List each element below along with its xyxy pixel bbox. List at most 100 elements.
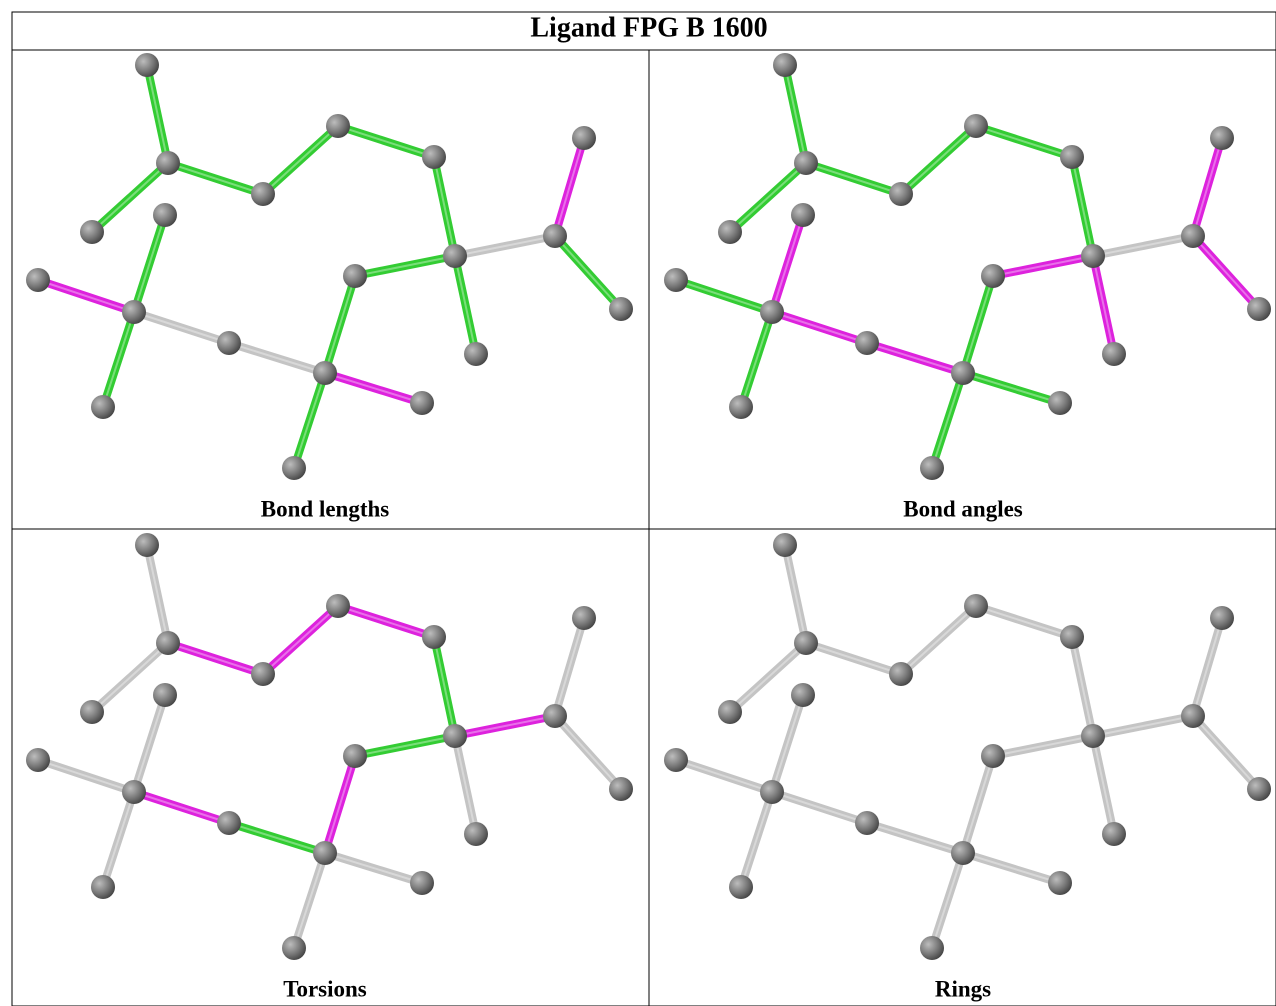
bond-highlight bbox=[38, 760, 134, 792]
bond-highlight bbox=[325, 853, 422, 883]
atom bbox=[543, 704, 567, 728]
atom bbox=[920, 456, 944, 480]
bond-highlight bbox=[901, 606, 976, 674]
atom bbox=[889, 662, 913, 686]
atom bbox=[791, 683, 815, 707]
caption: Bond lengths bbox=[261, 496, 390, 521]
atom bbox=[156, 631, 180, 655]
bond-highlight bbox=[294, 373, 325, 468]
bond-highlight bbox=[294, 853, 325, 948]
atom bbox=[1081, 244, 1105, 268]
bond-highlight bbox=[355, 256, 455, 276]
bond-highlight bbox=[867, 343, 963, 373]
atom bbox=[1048, 391, 1072, 415]
atom bbox=[855, 811, 879, 835]
bond-highlight bbox=[932, 853, 963, 948]
bond-highlight bbox=[901, 126, 976, 194]
bond-highlight bbox=[932, 373, 963, 468]
bond-highlight bbox=[676, 760, 772, 792]
atom bbox=[1060, 625, 1084, 649]
atom bbox=[543, 224, 567, 248]
atom bbox=[920, 936, 944, 960]
bond-highlight bbox=[1193, 716, 1259, 789]
atom bbox=[951, 841, 975, 865]
bond-highlight bbox=[325, 276, 355, 373]
atom bbox=[572, 126, 596, 150]
atom bbox=[91, 875, 115, 899]
atom bbox=[422, 145, 446, 169]
bond-highlight bbox=[338, 606, 434, 637]
bond-highlight bbox=[325, 373, 422, 403]
atom bbox=[156, 151, 180, 175]
atom bbox=[135, 533, 159, 557]
atom bbox=[773, 53, 797, 77]
atom bbox=[791, 203, 815, 227]
atom bbox=[855, 331, 879, 355]
atom bbox=[1060, 145, 1084, 169]
atom bbox=[410, 391, 434, 415]
atom bbox=[964, 114, 988, 138]
caption: Bond angles bbox=[903, 496, 1023, 521]
bond-highlight bbox=[806, 643, 901, 674]
atom bbox=[343, 264, 367, 288]
atom bbox=[343, 744, 367, 768]
bond-highlight bbox=[455, 716, 555, 736]
bond-highlight bbox=[1093, 736, 1114, 834]
atom bbox=[422, 625, 446, 649]
atom bbox=[326, 594, 350, 618]
bond-highlight bbox=[38, 280, 134, 312]
bond-highlight bbox=[134, 695, 165, 792]
bond-highlight bbox=[676, 280, 772, 312]
atom bbox=[718, 220, 742, 244]
atom bbox=[964, 594, 988, 618]
atom bbox=[282, 936, 306, 960]
atom bbox=[282, 456, 306, 480]
atom bbox=[1210, 126, 1234, 150]
caption: Rings bbox=[935, 976, 991, 1001]
atom bbox=[1181, 224, 1205, 248]
bond-highlight bbox=[134, 792, 229, 823]
bond-highlight bbox=[555, 236, 621, 309]
atom bbox=[981, 744, 1005, 768]
bond-highlight bbox=[229, 823, 325, 853]
atom bbox=[981, 264, 1005, 288]
bond-highlight bbox=[1093, 236, 1193, 256]
atom bbox=[1102, 342, 1126, 366]
atom bbox=[153, 203, 177, 227]
atom bbox=[26, 268, 50, 292]
bond-highlight bbox=[434, 637, 455, 736]
page: Ligand FPG B 1600 Bond lengths Bond angl… bbox=[0, 0, 1276, 1006]
atom bbox=[464, 342, 488, 366]
atom bbox=[794, 631, 818, 655]
bond-highlight bbox=[1072, 157, 1093, 256]
bond-highlight bbox=[555, 618, 584, 716]
bond-highlight bbox=[134, 312, 229, 343]
bond-highlight bbox=[785, 65, 806, 163]
bond-highlight bbox=[229, 343, 325, 373]
bond-highlight bbox=[741, 312, 772, 407]
atom bbox=[773, 533, 797, 557]
bond-highlight bbox=[741, 792, 772, 887]
bond-highlight bbox=[455, 736, 476, 834]
caption: Torsions bbox=[283, 976, 367, 1001]
atom bbox=[80, 220, 104, 244]
atom bbox=[1210, 606, 1234, 630]
atom bbox=[729, 875, 753, 899]
bond-highlight bbox=[338, 126, 434, 157]
bond-highlight bbox=[263, 126, 338, 194]
bond-highlight bbox=[772, 695, 803, 792]
atom bbox=[609, 297, 633, 321]
bond-highlight bbox=[168, 163, 263, 194]
atom bbox=[80, 700, 104, 724]
bond-highlight bbox=[263, 606, 338, 674]
bond-highlight bbox=[555, 716, 621, 789]
atom bbox=[26, 748, 50, 772]
table-border bbox=[12, 12, 1276, 1006]
atom bbox=[1048, 871, 1072, 895]
atom bbox=[760, 780, 784, 804]
bond-highlight bbox=[772, 215, 803, 312]
atom bbox=[135, 53, 159, 77]
bond-highlight bbox=[963, 853, 1060, 883]
atom bbox=[153, 683, 177, 707]
bond-highlight bbox=[168, 643, 263, 674]
